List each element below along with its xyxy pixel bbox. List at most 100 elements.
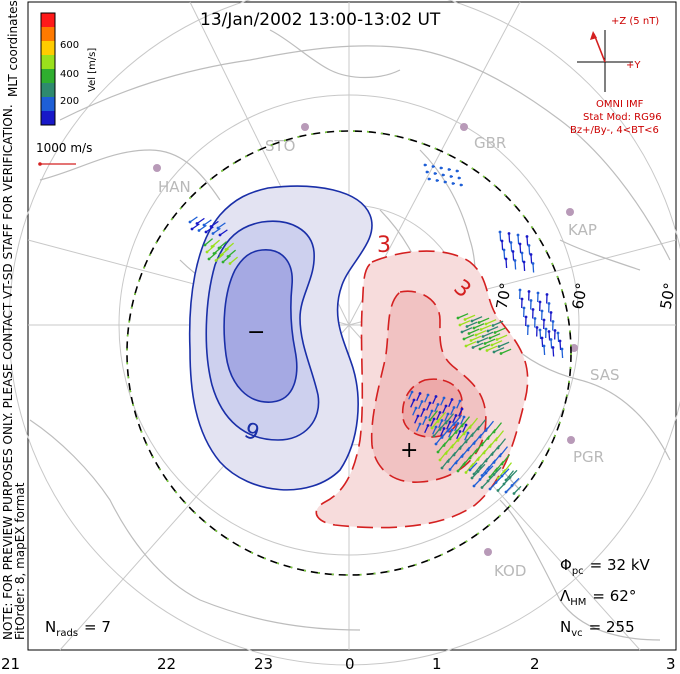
velocity-vector <box>532 263 535 273</box>
velocity-vector <box>465 341 477 347</box>
velocity-vector-origin <box>477 321 481 324</box>
velocity-vector-origin <box>513 259 517 262</box>
svg-text:Nvc= 255: Nvc = 255 <box>560 618 635 639</box>
colorbar-tick-600: 600 <box>60 40 79 51</box>
velocity-vector <box>491 340 503 346</box>
velocity-vector-origin <box>508 476 512 479</box>
station-label-sas: SAS <box>590 366 620 384</box>
imf-z-label: +Z (5 nT) <box>611 16 659 27</box>
velocity-vector-origin <box>205 250 209 254</box>
velocity-vector-origin <box>414 406 418 410</box>
velocity-vector-origin <box>436 403 440 406</box>
colorbar-cell <box>41 55 55 69</box>
velocity-vector-origin <box>511 250 515 253</box>
velocity-vector-origin <box>479 328 483 331</box>
stat-n-rads: Nrads = 7 <box>45 618 111 639</box>
velocity-vector <box>217 222 226 229</box>
velocity-vector <box>539 329 542 340</box>
velocity-vector-origin <box>476 427 480 431</box>
velocity-vector-origin <box>492 430 496 434</box>
velocity-vector <box>503 249 506 260</box>
velocity-vector-origin <box>451 182 455 185</box>
negative-potential-cell <box>188 185 373 491</box>
velocity-vector-origin <box>531 262 535 265</box>
velocity-vector-origin <box>438 458 442 462</box>
velocity-vector-origin <box>218 233 222 237</box>
velocity-vector-origin <box>464 471 468 474</box>
velocity-vector-origin <box>463 318 467 321</box>
velocity-vector-origin <box>538 300 542 304</box>
velocity-vector <box>487 326 499 332</box>
velocity-vector <box>561 348 564 359</box>
velocity-vector <box>477 337 489 343</box>
velocity-vector-origin <box>440 466 444 470</box>
velocity-vector-origin <box>440 419 444 422</box>
station-label-kod: KOD <box>494 562 526 580</box>
negative-min-marker: − <box>247 320 265 345</box>
velocity-vector-origin <box>438 411 442 414</box>
velocity-vector-origin <box>470 319 474 323</box>
imf-arrow-head <box>590 31 597 40</box>
velocity-vector-origin <box>433 172 437 175</box>
velocity-vector <box>510 242 513 252</box>
velocity-vector-origin <box>436 420 440 423</box>
velocity-vector <box>505 258 508 269</box>
velocity-vector-origin <box>492 461 496 464</box>
velocity-vector-origin <box>486 479 490 483</box>
velocity-vector-origin <box>527 290 531 293</box>
velocity-vector-origin <box>504 490 508 494</box>
velocity-vector <box>469 417 479 428</box>
velocity-vector <box>445 413 455 424</box>
velocity-vector <box>499 231 502 242</box>
velocity-vector-origin <box>525 235 529 238</box>
velocity-vector-origin <box>424 416 428 419</box>
velocity-vector-origin <box>210 245 214 248</box>
velocity-vector-origin <box>221 260 225 264</box>
velocity-vector-origin <box>470 476 474 480</box>
colorbar <box>40 12 56 126</box>
velocity-vector-origin <box>468 468 472 472</box>
velocity-vector <box>513 485 522 494</box>
velocity-vector <box>499 446 509 457</box>
velocity-vector-origin <box>512 492 516 495</box>
velocity-vector-origin <box>452 423 456 426</box>
velocity-vector <box>501 454 511 465</box>
velocity-vector-origin <box>486 329 490 333</box>
velocity-vector-origin <box>480 443 484 447</box>
mlt-tick-2: 2 <box>530 655 540 673</box>
scale-vector-label: 1000 m/s <box>36 141 92 155</box>
velocity-vector <box>557 332 560 343</box>
velocity-vector-origin <box>459 183 463 187</box>
velocity-vector <box>519 243 522 254</box>
mlt-tick-21: 21 <box>1 655 20 673</box>
velocity-vector-origin <box>448 437 452 441</box>
velocity-vector-origin <box>510 484 514 487</box>
velocity-vector-origin <box>466 431 470 435</box>
velocity-vector-origin <box>456 439 460 442</box>
velocity-vector-origin <box>203 243 207 247</box>
velocity-vector-origin <box>518 288 522 292</box>
velocity-vector <box>548 331 551 341</box>
velocity-vector-origin <box>480 486 484 489</box>
mlt-tick-3: 3 <box>666 655 676 673</box>
velocity-vector-origin <box>422 408 426 411</box>
velocity-vector <box>492 320 504 327</box>
heppner-maynard-boundary-vectors <box>126 130 572 576</box>
velocity-vector-origin <box>551 320 555 323</box>
velocity-vector-origin <box>472 326 476 330</box>
velocity-vector <box>471 316 483 322</box>
velocity-vector-origin <box>524 315 528 319</box>
velocity-vector-origin <box>490 453 494 456</box>
velocity-vector-origin <box>469 339 473 342</box>
mlt-tick-22: 22 <box>157 655 176 673</box>
velocity-vector-origin <box>410 390 414 394</box>
velocity-vector-origin <box>533 317 537 320</box>
velocity-vector-origin <box>464 423 468 427</box>
velocity-vector-origin <box>518 242 522 246</box>
velocity-vector-origin <box>471 346 475 349</box>
velocity-vector-origin <box>427 177 431 181</box>
velocity-vector-origin <box>428 401 432 405</box>
velocity-vector-origin <box>472 484 476 488</box>
imf-source-label: OMNI IMF <box>596 99 644 110</box>
fit-order-note: FitOrder: 8, mapEX format <box>13 482 27 640</box>
